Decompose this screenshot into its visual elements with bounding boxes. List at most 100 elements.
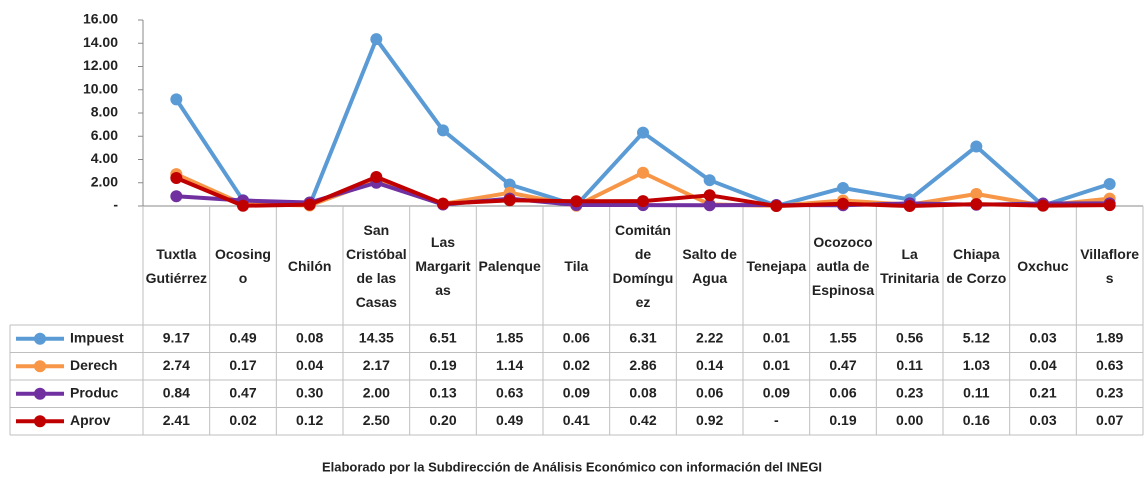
table-value: 0.63 [496,384,523,400]
table-value: 0.06 [829,384,856,400]
table-value: 1.89 [1096,329,1123,345]
table-value: 1.14 [496,357,523,373]
point [703,199,716,212]
table-value: 0.13 [429,384,456,400]
point [170,93,183,106]
category-label: Chilón [287,257,332,274]
point [1037,199,1049,212]
point [503,178,516,191]
table-value: 2.74 [163,357,190,373]
category-label: Tenejapa [746,257,807,274]
category-label: Ocosingo [214,245,271,286]
y-tick-label: 8.00 [91,104,118,120]
legend-label: Aprov [70,412,111,428]
table-value: 2.00 [363,384,390,400]
point [370,33,383,46]
table-value: 2.86 [629,357,656,373]
table-value: 0.06 [563,329,590,345]
table-value: 0.09 [563,384,590,400]
table-value: 0.41 [563,412,590,428]
table-value: 0.09 [763,384,790,400]
legend-label: Produc [70,384,118,400]
table-value: 2.41 [163,412,190,428]
table-value: 0.47 [229,384,256,400]
y-tick-label: - [113,197,118,213]
table-value: - [774,412,779,428]
point [370,170,383,183]
legend-marker [34,360,46,373]
category-label: Ocozocoautla de Espinosa [811,233,875,298]
table-value: 1.55 [829,329,856,345]
point [837,197,849,210]
table-value: 0.11 [896,357,923,373]
point [903,200,916,212]
y-tick-label: 4.00 [91,150,118,166]
table-value: 2.50 [363,412,390,428]
point [637,195,649,208]
table-value: 0.42 [629,412,656,428]
table-value: 0.19 [829,412,856,428]
point [637,126,649,139]
table-value: 0.84 [163,384,190,400]
table-value: 1.85 [496,329,523,345]
table-value: 0.03 [1029,329,1056,345]
y-tick-label: 2.00 [91,173,118,189]
table-value: 6.51 [429,329,456,345]
legend-label: Derech [70,357,117,373]
point [503,194,516,207]
table-value: 0.49 [496,412,523,428]
y-tick-label: 10.00 [83,80,118,96]
table-value: 0.00 [896,412,923,428]
table-value: 0.08 [296,329,323,345]
table-value: 0.12 [296,412,323,428]
category-label: Oxchuc [1017,257,1069,274]
table-value: 0.14 [696,357,723,373]
point [437,197,449,210]
footnote: Elaborado por la Subdirección de Análisi… [322,459,822,474]
y-tick-label: 14.00 [83,34,118,50]
category-label: Tila [564,257,589,274]
table-value: 0.49 [229,329,256,345]
table-value: 0.16 [963,412,990,428]
category-label: Villaflores [1080,245,1140,286]
table-value: 1.03 [963,357,990,373]
point [970,188,983,201]
point [703,189,716,202]
table-value: 0.20 [429,412,456,428]
table-value: 0.92 [696,412,723,428]
table-value: 0.17 [229,357,256,373]
table-value: 2.22 [696,329,723,345]
point [570,195,583,208]
table-value: 0.04 [1029,357,1056,373]
category-label: Salto de Agua [682,245,737,286]
y-tick-label: 16.00 [83,11,118,27]
table-value: 0.23 [1096,384,1123,400]
table-value: 0.56 [896,329,923,345]
category-label: San Cristóbal de las Casas [345,221,407,310]
category-label: Palenque [478,257,541,274]
point [170,171,183,184]
legend-marker [34,415,46,428]
category-label: Chiapa de Corzo [946,245,1007,286]
table-value: 0.01 [763,329,790,345]
point [437,124,449,137]
table-value: 0.06 [696,384,723,400]
point [1103,199,1116,212]
table-value: 2.17 [363,357,390,373]
category-label: La Trinitaria [880,245,940,286]
table-value: 6.31 [629,329,656,345]
table-value: 0.47 [829,357,856,373]
point [303,198,316,211]
table-value: 0.21 [1029,384,1056,400]
table-value: 0.30 [296,384,323,400]
point [970,140,983,153]
point [970,198,983,211]
table-value: 0.01 [763,357,790,373]
series-line [174,37,1111,208]
legend-marker [34,332,46,345]
point [837,181,849,194]
table-value: 0.63 [1096,357,1123,373]
point [1103,178,1116,191]
